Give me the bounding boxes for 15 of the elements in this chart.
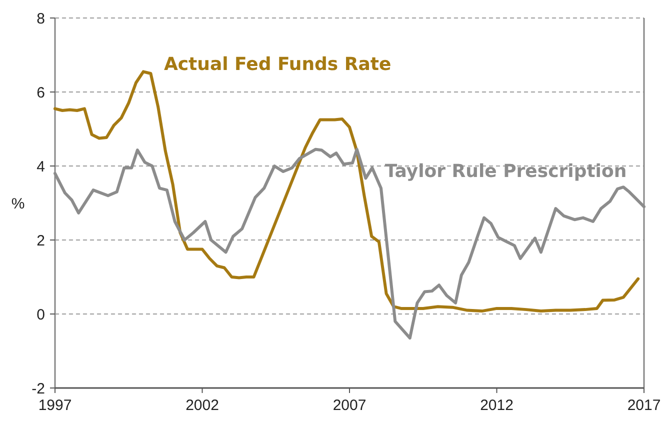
y-tick-label: 0	[36, 306, 45, 324]
y-tick-label: -2	[32, 380, 45, 398]
x-tick-label: 2017	[627, 397, 661, 414]
x-tick-label: 2002	[186, 397, 219, 414]
y-tick-label: 4	[36, 158, 45, 176]
series-label: Actual Fed Funds Rate	[164, 54, 392, 75]
y-axis-title: %	[11, 195, 25, 212]
y-tick-label: 2	[36, 232, 45, 250]
series-label: Taylor Rule Prescription	[384, 161, 627, 182]
x-tick-label: 1997	[38, 397, 72, 414]
line-series	[54, 70, 640, 313]
x-tick-label: 2012	[480, 397, 514, 414]
y-tick-label: 8	[36, 10, 45, 28]
x-tick-label: 2007	[332, 397, 366, 414]
y-tick-label: 6	[36, 84, 45, 102]
